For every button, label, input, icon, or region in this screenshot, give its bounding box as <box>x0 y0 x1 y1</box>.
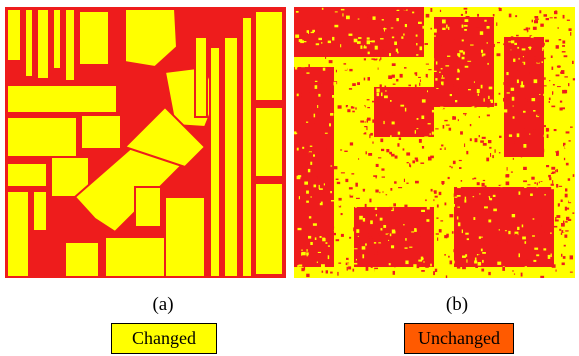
change-map-b-image <box>294 7 575 278</box>
legend-unchanged-label: Unchanged <box>418 328 500 348</box>
caption-b: (b) <box>445 294 469 315</box>
legend-changed: Changed <box>111 323 217 354</box>
change-map-a <box>5 7 286 278</box>
caption-a: (a) <box>152 294 174 315</box>
change-map-b <box>294 7 575 278</box>
change-map-a-image <box>5 7 286 278</box>
legend-changed-label: Changed <box>132 328 196 348</box>
legend-unchanged: Unchanged <box>404 323 514 354</box>
